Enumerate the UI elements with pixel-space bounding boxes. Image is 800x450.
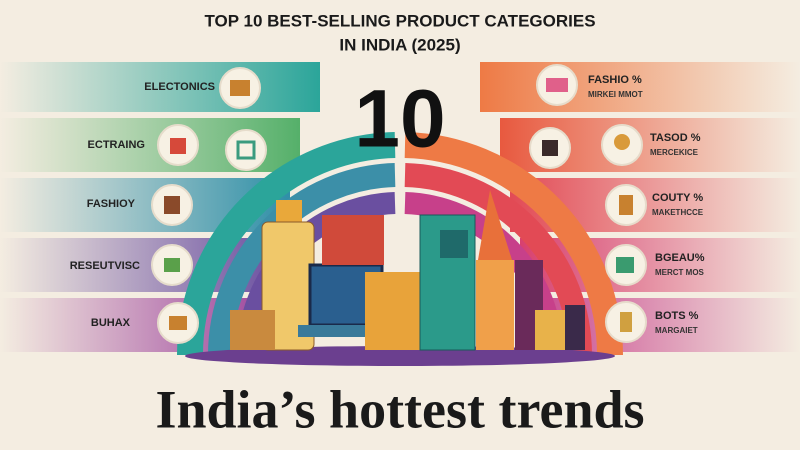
category-label: RESEUTVISC [70,260,140,272]
category-label: FASHIO % [588,74,642,86]
icon-glyph [542,140,558,156]
big-number: 10 [354,74,445,165]
icon-glyph [619,195,633,215]
band [0,62,320,112]
category-label: COUTY % [652,192,703,204]
icon-glyph [546,78,568,92]
arc [404,132,623,356]
icon-glyph [620,312,632,332]
title-line: TOP 10 BEST-SELLING PRODUCT CATEGORIES [204,11,595,30]
category-sublabel: MERCEKICE [650,148,699,157]
bottle [565,305,585,350]
bottle [476,260,514,350]
bottle-top [478,190,512,260]
category-sublabel: MARGAIET [655,326,698,335]
bottle-cap [276,200,302,222]
category-sublabel: MERCT MOS [655,268,705,277]
icon-glyph [164,258,180,272]
icon-glyph [230,80,250,96]
icon-glyph [614,134,630,150]
tagline: India’s hottest trends [155,379,644,439]
icon-glyph [616,257,634,273]
category-sublabel: MAKETHCCE [652,208,704,217]
category-label: ECTRAING [88,139,145,151]
category-label: BUHAX [91,317,131,329]
category-label: TASOD % [650,132,701,144]
category-label: BGEAU% [655,252,705,264]
category-label: ELECTONICS [144,81,215,93]
box [322,215,384,265]
right-items: FASHIO % MIRKEI MMOT TASOD % MERCEKICE C… [529,64,705,343]
box [230,310,275,350]
category-label: FASHIOY [87,198,136,210]
icon [225,129,267,171]
box [535,310,565,350]
book [365,272,420,350]
icon-glyph [169,316,187,330]
left-items: ELECTONICS ECTRAING FASHIOY RESEUTVISC B… [70,67,267,344]
screen [440,230,468,258]
arc [177,132,396,356]
title-line: IN INDIA (2025) [339,35,460,54]
platform [185,346,615,366]
icon-glyph [170,138,186,154]
category-sublabel: MIRKEI MMOT [588,90,643,99]
category-label: BOTS % [655,310,699,322]
icon-glyph [164,196,180,214]
band [480,62,800,112]
icon-glyph [236,140,256,160]
products [185,190,615,366]
